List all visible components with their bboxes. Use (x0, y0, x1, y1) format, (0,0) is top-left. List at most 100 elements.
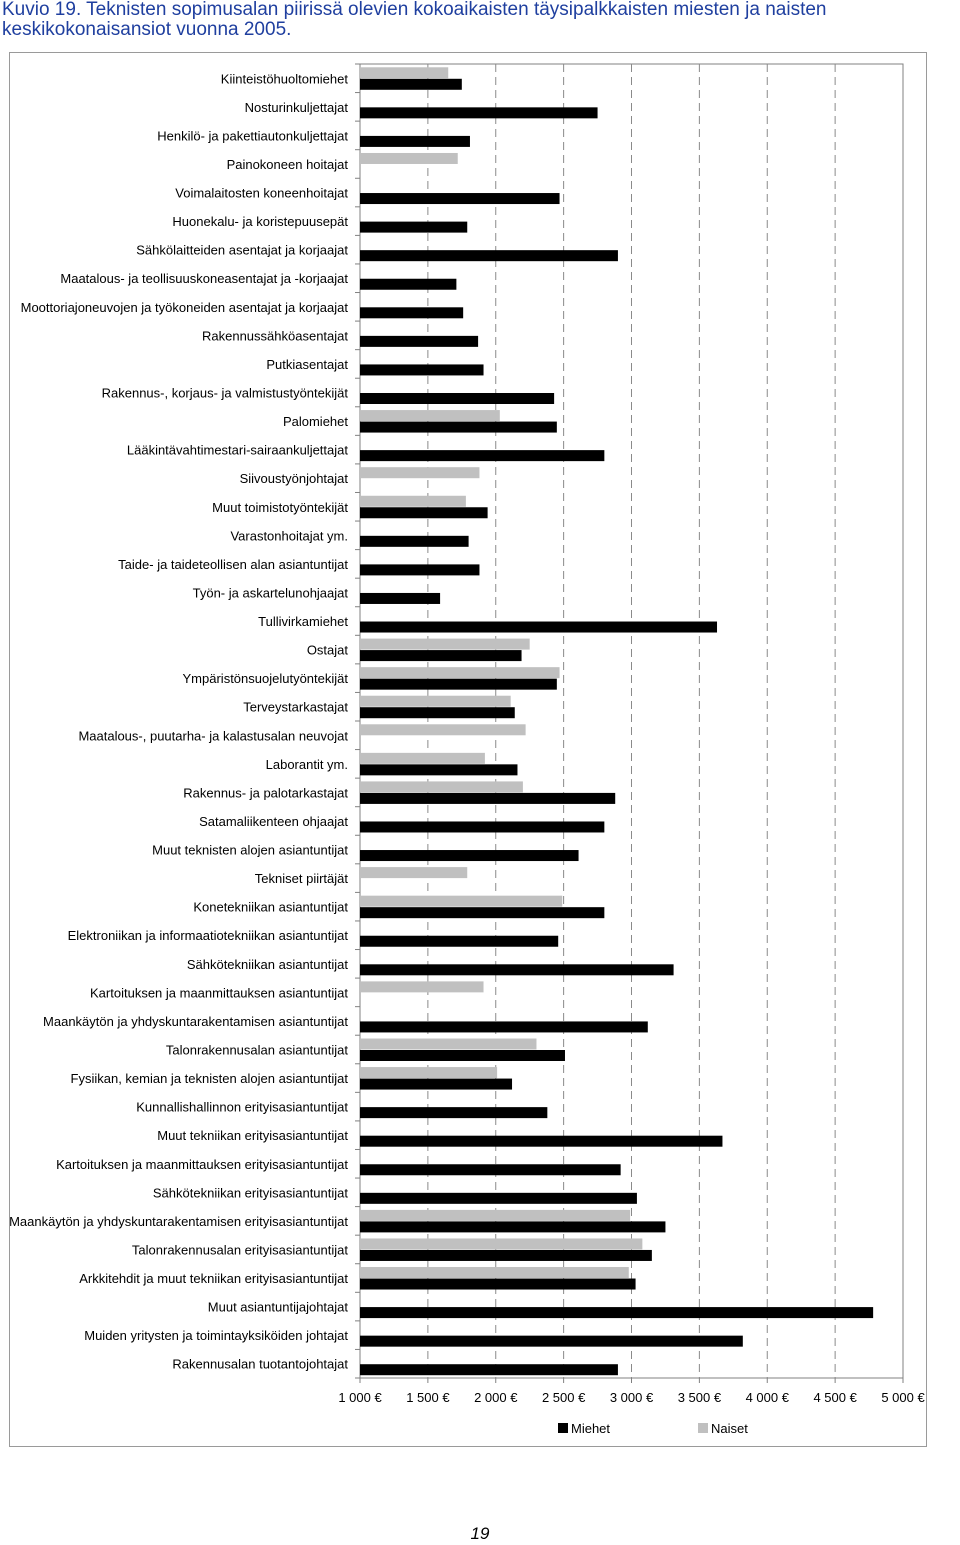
category-label: Tullivirkamiehet (258, 614, 348, 629)
x-tick-label: 3 500 € (678, 1390, 722, 1405)
bar-naiset (360, 495, 466, 507)
category-label: Sähkötekniikan erityisasiantuntijat (153, 1185, 348, 1200)
bar-miehet (360, 1135, 723, 1147)
category-label: Ostajat (307, 643, 349, 658)
bar-naiset (360, 1209, 631, 1221)
category-label: Voimalaitosten koneenhoitajat (175, 186, 348, 201)
category-label: Työn- ja askartelunohjaajat (193, 585, 349, 600)
bar-miehet (360, 421, 557, 433)
category-label: Muiden yritysten ja toimintayksiköiden j… (84, 1328, 348, 1343)
category-label: Konetekniikan asiantuntijat (193, 900, 348, 915)
bar-miehet (360, 1249, 652, 1261)
bar-naiset (360, 667, 560, 679)
bar-miehet (360, 1050, 565, 1061)
category-label: Huonekalu- ja koristepuusepät (172, 214, 348, 229)
category-label: Talonrakennusalan erityisasiantuntijat (132, 1242, 348, 1257)
bar-miehet (360, 707, 515, 719)
category-label: Arkkitehdit ja muut tekniikan erityisasi… (79, 1271, 348, 1286)
bar-miehet (360, 364, 484, 376)
bar-miehet (360, 335, 479, 347)
category-label: Kartoituksen ja maanmittauksen erityisas… (56, 1157, 348, 1172)
bar-naiset (360, 1038, 537, 1050)
bar-miehet (360, 678, 557, 690)
category-label: Rakennussähköasentajat (202, 328, 348, 343)
category-label: Kunnallishallinnon erityisasiantuntijat (136, 1100, 348, 1115)
bar-miehet (360, 1164, 621, 1176)
x-tick-label: 5 000 € (881, 1390, 925, 1405)
bar-miehet (360, 78, 462, 90)
bar-naiset (360, 152, 458, 164)
bar-naiset (360, 467, 480, 479)
x-tick-label: 2 500 € (542, 1390, 586, 1405)
bar-miehet (360, 107, 598, 119)
category-label: Maatalous- ja teollisuuskoneasentajat ja… (60, 271, 348, 286)
bar-miehet (360, 1221, 666, 1233)
category-label: Ympäristönsuojelutyöntekijät (183, 671, 349, 686)
x-tick-label: 1 000 € (338, 1390, 382, 1405)
bar-naiset (360, 781, 523, 793)
category-label: Fysiikan, kemian ja teknisten alojen asi… (71, 1071, 349, 1086)
bar-miehet (360, 278, 457, 290)
bar-miehet (360, 1192, 637, 1204)
legend-swatch-miehet (558, 1423, 568, 1433)
category-label: Terveystarkastajat (243, 700, 348, 715)
category-label: Sähkölaitteiden asentajat ja korjaajat (136, 243, 348, 258)
bar-miehet (360, 592, 441, 604)
bar-miehet (360, 221, 468, 233)
category-label: Lääkintävahtimestari-sairaankuljettajat (127, 443, 349, 458)
category-label: Satamaliikenteen ohjaajat (199, 814, 348, 829)
legend-label: Miehet (571, 1421, 610, 1436)
category-label: Moottoriajoneuvojen ja työkoneiden asent… (21, 300, 349, 315)
bar-miehet (360, 307, 464, 319)
bar-miehet (360, 1078, 513, 1090)
bar-miehet (360, 450, 605, 462)
bar-miehet (360, 650, 522, 662)
bar-miehet (360, 1021, 648, 1033)
category-label: Henkilö- ja pakettiautonkuljettajat (157, 128, 348, 143)
bar-chart: 1 000 € 1 500 € 2 000 € 2 500 € 3 000 € 3 500… (10, 63, 925, 1436)
legend-swatch-naiset (698, 1423, 708, 1433)
bar-naiset (360, 67, 449, 79)
category-label: Siivoustyönjohtajat (240, 471, 349, 486)
category-label: Palomiehet (283, 414, 348, 429)
bar-miehet (360, 535, 469, 547)
category-label: Nosturinkuljettajat (245, 100, 349, 115)
bar-naiset (360, 981, 484, 993)
bar-miehet (360, 764, 518, 776)
bar-miehet (360, 507, 488, 519)
legend-label: Naiset (711, 1421, 748, 1436)
category-label: Maatalous-, puutarha- ja kalastusalan ne… (78, 728, 348, 743)
bar-miehet (360, 250, 618, 262)
bar-miehet (360, 1107, 548, 1119)
bar-naiset (360, 638, 530, 650)
category-label: Rakennus- ja palotarkastajat (183, 785, 348, 800)
category-label: Muut asiantuntijajohtajat (208, 1300, 349, 1315)
bar-miehet (360, 621, 718, 633)
bar-miehet (360, 393, 555, 404)
x-tick-label: 4 500 € (813, 1390, 857, 1405)
bar-miehet (360, 135, 470, 147)
bar-miehet (360, 935, 559, 947)
x-tick-label: 2 000 € (474, 1390, 518, 1405)
category-label: Tekniset piirtäjät (255, 871, 349, 886)
category-label: Painokoneen hoitajat (227, 157, 349, 172)
category-label: Rakennus-, korjaus- ja valmistustyönteki… (102, 386, 349, 401)
bar-naiset (360, 895, 563, 907)
x-tick-label: 4 000 € (746, 1390, 790, 1405)
category-label: Muut tekniikan erityisasiantuntijat (157, 1128, 348, 1143)
bar-miehet (360, 1364, 618, 1376)
category-label: Muut toimistotyöntekijät (212, 500, 348, 515)
category-label: Kartoituksen ja maanmittauksen asiantunt… (90, 985, 348, 1000)
category-label: Maankäytön ja yhdyskuntarakentamisen eri… (10, 1214, 348, 1229)
category-label: Elektroniikan ja informaatiotekniikan as… (68, 928, 349, 943)
bar-miehet (360, 850, 579, 862)
bar-naiset (360, 724, 526, 736)
bar-naiset (360, 1067, 498, 1079)
category-label: Muut teknisten alojen asiantuntijat (152, 843, 348, 858)
page-number: 19 (470, 1524, 490, 1543)
category-label: Laborantit ym. (266, 757, 348, 772)
bar-miehet (360, 907, 605, 919)
bar-miehet (360, 964, 674, 976)
chart-title: Kuvio 19. Teknisten sopimusalan piirissä… (2, 0, 827, 40)
bar-miehet (360, 564, 480, 576)
